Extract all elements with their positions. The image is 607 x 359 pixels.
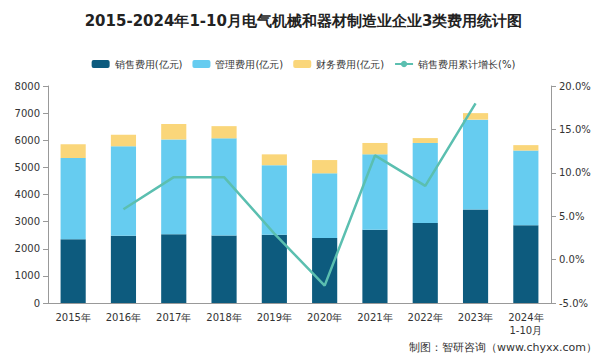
svg-text:3000: 3000 [15, 216, 40, 227]
svg-text:制图：智研咨询（www.chyxx.com）: 制图：智研咨询（www.chyxx.com） [409, 341, 597, 354]
svg-text:销售费用(亿元): 销售费用(亿元) [114, 59, 183, 70]
svg-text:2016年: 2016年 [106, 312, 141, 323]
svg-text:2020年: 2020年 [307, 312, 342, 323]
svg-text:2021年: 2021年 [357, 312, 392, 323]
svg-text:15.0%: 15.0% [559, 124, 591, 135]
svg-text:2015年: 2015年 [55, 312, 90, 323]
svg-text:8000: 8000 [15, 81, 40, 92]
svg-text:2015-2024年1-10月电气机械和器材制造业企业3类费: 2015-2024年1-10月电气机械和器材制造业企业3类费用统计图 [85, 12, 523, 30]
svg-text:2023年: 2023年 [458, 312, 493, 323]
svg-text:5.0%: 5.0% [559, 211, 584, 222]
svg-text:0.0%: 0.0% [559, 254, 584, 265]
svg-text:2017年: 2017年 [156, 312, 191, 323]
svg-text:管理费用(亿元): 管理费用(亿元) [215, 59, 283, 70]
svg-text:7000: 7000 [15, 108, 40, 119]
svg-text:10.0%: 10.0% [559, 167, 591, 178]
svg-text:2024年: 2024年 [508, 312, 543, 323]
svg-text:1000: 1000 [15, 270, 40, 281]
svg-text:1-10月: 1-10月 [509, 325, 542, 336]
svg-text:2022年: 2022年 [408, 312, 443, 323]
svg-text:4000: 4000 [15, 189, 40, 200]
svg-text:2000: 2000 [15, 243, 40, 254]
svg-text:0: 0 [34, 298, 40, 309]
svg-text:5000: 5000 [15, 162, 40, 173]
svg-text:20.0%: 20.0% [559, 81, 591, 92]
svg-text:销售费用累计增长(%): 销售费用累计增长(%) [417, 59, 515, 70]
svg-text:-5.0%: -5.0% [559, 298, 588, 309]
svg-text:6000: 6000 [15, 135, 40, 146]
svg-text:2018年: 2018年 [206, 312, 241, 323]
svg-text:2019年: 2019年 [257, 312, 292, 323]
svg-text:财务费用(亿元): 财务费用(亿元) [316, 59, 384, 70]
